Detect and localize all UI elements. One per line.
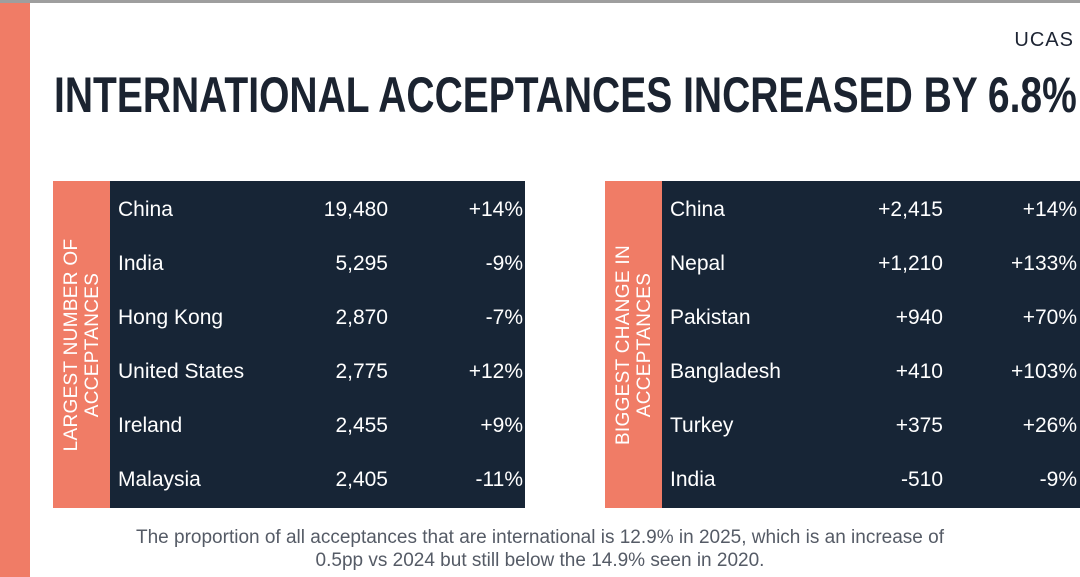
table-row: Pakistan +940 +70% (662, 291, 1080, 345)
change-cell: -9% (485, 252, 523, 275)
change-cell: +26% (1022, 414, 1077, 437)
largest-rows: China 19,480 +14% India 5,295 -9% Hong K… (110, 181, 525, 508)
change-cell: -9% (1039, 468, 1077, 491)
country-cell: India (118, 252, 164, 275)
largest-label-band: LARGEST NUMBER OF ACCEPTANCES (53, 181, 110, 508)
page-title: INTERNATIONAL ACCEPTANCES INCREASED BY 6… (54, 67, 1077, 123)
table-row: Turkey +375 +26% (662, 399, 1080, 453)
change-cell: +70% (1022, 306, 1077, 329)
biggest-label: BIGGEST CHANGE IN ACCEPTANCES (612, 244, 655, 445)
country-cell: China (118, 198, 173, 221)
change-cell: +12% (468, 360, 523, 383)
value-cell: 2,455 (335, 414, 388, 437)
biggest-label-band: BIGGEST CHANGE IN ACCEPTANCES (605, 181, 662, 508)
biggest-rows: China +2,415 +14% Nepal +1,210 +133% Pak… (662, 181, 1080, 508)
table-row: Ireland 2,455 +9% (110, 399, 525, 453)
change-cell: +14% (468, 198, 523, 221)
country-cell: United States (118, 360, 245, 383)
country-cell: China (670, 198, 725, 221)
value-cell: 2,775 (335, 360, 388, 383)
value-cell: 19,480 (323, 198, 388, 221)
table-row: China +2,415 +14% (662, 183, 1080, 237)
table-row: Bangladesh +410 +103% (662, 345, 1080, 399)
biggest-change-table: BIGGEST CHANGE IN ACCEPTANCES China +2,4… (605, 181, 1080, 508)
table-row: United States 2,775 +12% (110, 345, 525, 399)
table-row: Malaysia 2,405 -11% (110, 453, 525, 507)
country-cell: Ireland (118, 414, 183, 437)
change-cell: +14% (1022, 198, 1077, 221)
table-row: China 19,480 +14% (110, 183, 525, 237)
value-cell: +940 (895, 306, 943, 329)
country-cell: Malaysia (118, 468, 201, 491)
country-cell: Turkey (670, 414, 734, 437)
value-cell: 2,405 (335, 468, 388, 491)
value-cell: +375 (895, 414, 943, 437)
value-cell: -510 (900, 468, 943, 491)
table-row: India -510 -9% (662, 453, 1080, 507)
top-rule (0, 0, 1080, 3)
country-cell: Pakistan (670, 306, 751, 329)
table-row: India 5,295 -9% (110, 237, 525, 291)
value-cell: +410 (895, 360, 943, 383)
change-cell: +103% (1011, 360, 1077, 383)
largest-acceptances-table: LARGEST NUMBER OF ACCEPTANCES China 19,4… (53, 181, 525, 508)
footnote: The proportion of all acceptances that a… (136, 527, 944, 571)
table-row: Nepal +1,210 +133% (662, 237, 1080, 291)
value-cell: +1,210 (878, 252, 943, 275)
value-cell: 2,870 (335, 306, 388, 329)
value-cell: 5,295 (335, 252, 388, 275)
country-cell: India (670, 468, 716, 491)
table-row: Hong Kong 2,870 -7% (110, 291, 525, 345)
change-cell: -7% (485, 306, 523, 329)
side-accent-band (0, 3, 30, 577)
country-cell: Hong Kong (118, 306, 224, 329)
ucas-logo: UCAS (1014, 29, 1074, 51)
largest-label: LARGEST NUMBER OF ACCEPTANCES (60, 238, 103, 451)
country-cell: Bangladesh (670, 360, 781, 383)
change-cell: +9% (480, 414, 523, 437)
change-cell: -11% (475, 468, 523, 491)
value-cell: +2,415 (878, 198, 943, 221)
country-cell: Nepal (670, 252, 725, 275)
change-cell: +133% (1011, 252, 1077, 275)
